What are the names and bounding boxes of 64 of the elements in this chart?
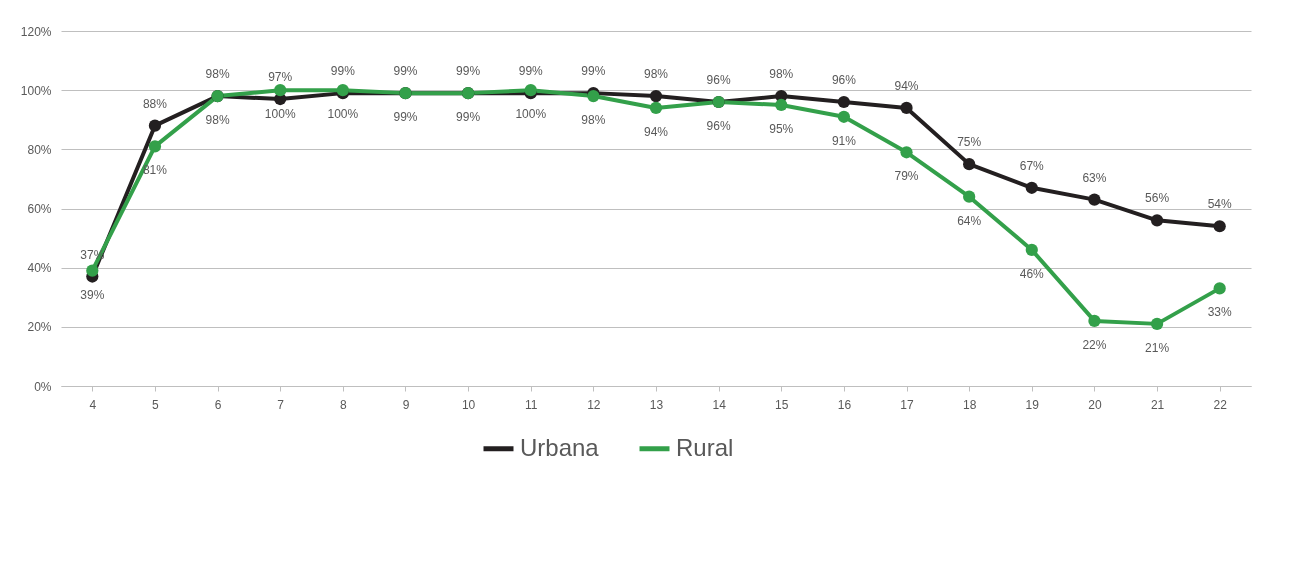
data-label: 94%	[894, 78, 919, 93]
data-label: 96%	[706, 73, 731, 87]
data-label: 91%	[831, 133, 857, 148]
x-tick-label: 13	[649, 397, 664, 412]
x-tick-label: 20	[1088, 397, 1102, 412]
data-label: 99%	[518, 64, 544, 79]
x-tick-label: 8	[340, 397, 347, 412]
data-label: 75%	[957, 135, 982, 150]
data-label: 99%	[581, 64, 606, 79]
x-tick-label: 16	[837, 397, 852, 412]
data-label: 99%	[456, 110, 481, 125]
data-label: 21%	[1145, 340, 1170, 355]
legend-label: Rural	[676, 433, 734, 461]
data-label: 97%	[268, 70, 293, 85]
data-label: 99%	[330, 64, 356, 79]
data-label: 94%	[643, 124, 669, 139]
data-label: 95%	[769, 121, 794, 136]
y-tick-label: 20%	[27, 320, 52, 335]
data-label: 67%	[1019, 158, 1045, 173]
x-tick-label: 15	[775, 397, 789, 412]
data-label: 98%	[643, 67, 669, 82]
x-tick-label: 11	[525, 397, 538, 412]
data-label: 98%	[769, 67, 794, 82]
data-label: 33%	[1207, 305, 1233, 320]
data-label: 99%	[456, 64, 481, 79]
data-label: 64%	[957, 213, 982, 228]
data-label: 100%	[515, 107, 547, 122]
data-label: 22%	[1082, 337, 1107, 352]
y-tick-label: 60%	[27, 202, 52, 216]
x-tick-label: 4	[89, 397, 97, 412]
x-tick-label: 6	[214, 397, 222, 412]
y-tick-label: 120%	[20, 24, 52, 39]
data-label: 100%	[264, 107, 296, 122]
data-label: 96%	[831, 73, 857, 87]
x-tick-label: 17	[900, 397, 915, 412]
y-tick-label: 0%	[34, 379, 52, 394]
legend-label: Urbana	[520, 433, 600, 461]
data-label: 100%	[327, 107, 359, 122]
data-label: 98%	[581, 113, 606, 128]
data-label: 56%	[1145, 191, 1170, 206]
x-tick-label: 7	[277, 397, 285, 412]
y-tick-label: 80%	[27, 142, 52, 157]
x-tick-label: 19	[1025, 397, 1040, 412]
x-tick-label: 12	[587, 397, 601, 412]
x-tick-label: 9	[402, 397, 410, 412]
data-label: 99%	[393, 110, 418, 125]
x-tick-label: 22	[1213, 397, 1228, 412]
y-tick-label: 100%	[20, 83, 52, 98]
data-label: 39%	[80, 287, 105, 302]
x-tick-label: 18	[962, 397, 977, 412]
data-label: 63%	[1082, 170, 1107, 185]
data-label: 54%	[1207, 197, 1233, 212]
data-label: 98%	[205, 113, 230, 128]
data-label: 88%	[142, 96, 168, 111]
data-label: 46%	[1019, 266, 1045, 281]
data-label: 99%	[393, 64, 418, 79]
data-label: 96%	[706, 119, 731, 133]
x-tick-label: 5	[152, 397, 160, 412]
y-tick-label: 40%	[27, 261, 52, 276]
data-label: 79%	[894, 169, 919, 184]
x-tick-label: 10	[461, 397, 476, 412]
x-tick-label: 14	[712, 397, 727, 412]
x-tick-label: 21	[1150, 397, 1165, 412]
data-label: 98%	[205, 67, 230, 82]
